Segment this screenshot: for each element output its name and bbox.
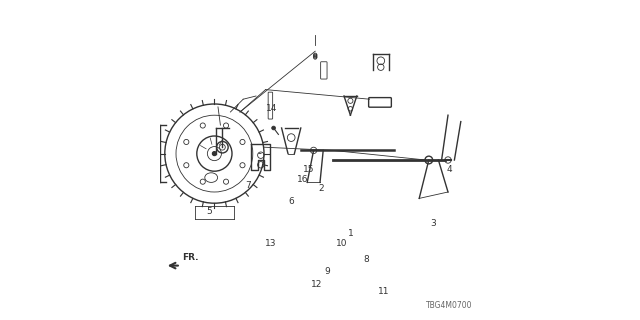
Circle shape (212, 152, 216, 156)
Text: 13: 13 (265, 239, 276, 248)
Text: 15: 15 (303, 165, 314, 174)
Text: 2: 2 (319, 184, 324, 193)
Text: 11: 11 (378, 287, 390, 296)
Text: 8: 8 (364, 255, 369, 264)
Text: 9: 9 (325, 268, 330, 276)
Text: TBG4M0700: TBG4M0700 (426, 301, 472, 310)
Text: 7: 7 (245, 181, 251, 190)
Text: 5: 5 (207, 207, 212, 216)
Text: 6: 6 (289, 197, 294, 206)
Text: 4: 4 (447, 165, 452, 174)
Text: 10: 10 (336, 239, 348, 248)
Circle shape (272, 126, 276, 130)
Text: 1: 1 (348, 229, 353, 238)
Text: 3: 3 (431, 220, 436, 228)
Text: FR.: FR. (182, 253, 199, 262)
Text: 12: 12 (311, 280, 323, 289)
Text: 16: 16 (297, 175, 308, 184)
Text: 14: 14 (266, 104, 278, 113)
